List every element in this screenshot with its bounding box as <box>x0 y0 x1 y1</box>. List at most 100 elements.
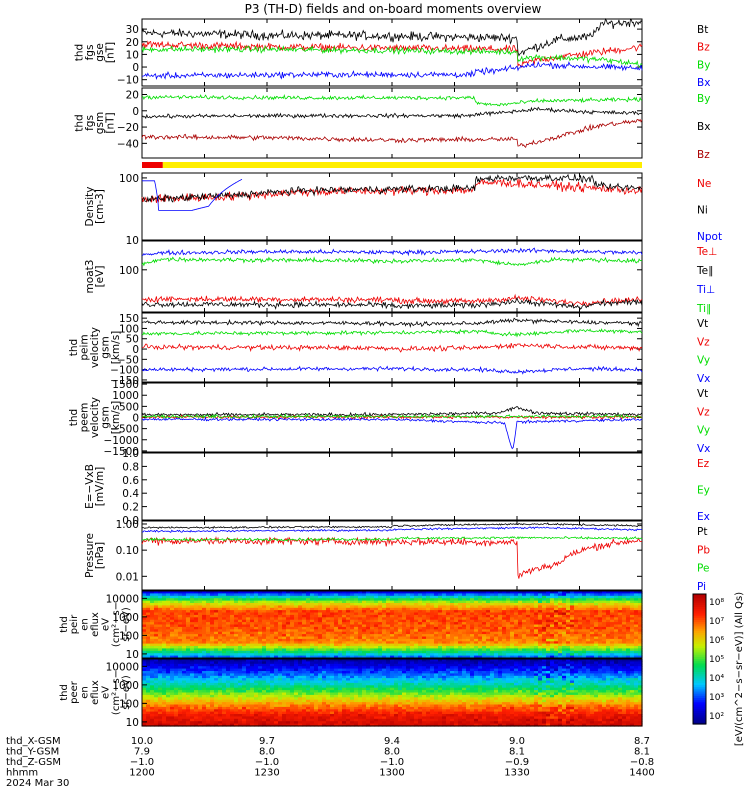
spectrogram-cell <box>354 614 359 618</box>
spectrogram-cell <box>534 603 539 606</box>
spectrogram-cell <box>386 591 391 594</box>
spectrogram-cell <box>542 638 547 642</box>
spectrogram-cell <box>226 607 231 611</box>
spectrogram-cell <box>262 650 267 654</box>
spectrogram-cell <box>174 648 179 652</box>
spectrogram-cell <box>426 603 431 606</box>
spectrogram-cell <box>530 655 535 659</box>
spectrogram-cell <box>382 636 387 640</box>
spectrogram-cell <box>250 607 255 611</box>
spectrogram-cell <box>598 614 603 618</box>
spectrogram-cell <box>318 612 323 616</box>
spectrogram-cell <box>258 643 263 647</box>
spectrogram-cell <box>214 617 219 621</box>
spectrogram-cell <box>414 619 419 623</box>
spectrogram-cell <box>142 643 147 647</box>
spectrogram-cell <box>238 612 243 616</box>
spectrogram-cell <box>402 593 407 597</box>
spectrogram-cell <box>590 614 595 618</box>
spectrogram-cell <box>186 595 191 599</box>
spectrogram-cell <box>362 612 367 616</box>
spectrogram-cell <box>414 612 419 616</box>
spectrogram-cell <box>394 638 399 642</box>
spectrogram-cell <box>294 680 299 684</box>
spectrogram-cell <box>170 636 175 640</box>
spectrogram-cell <box>238 646 243 649</box>
spectrogram-cell <box>470 600 475 604</box>
spectrogram-cell <box>326 610 331 614</box>
spectrogram-cell <box>466 646 471 649</box>
spectrogram-cell <box>354 591 359 594</box>
spectrogram-cell <box>586 593 591 597</box>
spectrogram-cell <box>194 714 199 717</box>
spectrogram-cell <box>158 678 163 682</box>
spectrogram-cell <box>562 643 567 647</box>
spectrogram-cell <box>406 638 411 642</box>
spectrogram-cell <box>294 631 299 635</box>
spectrogram-cell <box>218 692 223 696</box>
spectrogram-cell <box>286 692 291 696</box>
spectrogram-cell <box>234 629 239 633</box>
spectrogram-cell <box>610 634 615 638</box>
spectrogram-cell <box>350 591 355 594</box>
spectrogram-cell <box>410 612 415 616</box>
spectrogram-cell <box>142 692 147 696</box>
spectrogram-cell <box>166 655 171 659</box>
spectrogram-cell <box>622 626 627 630</box>
spectrogram-cell <box>206 610 211 614</box>
spectrogram-cell <box>198 706 203 710</box>
spectrogram-cell <box>154 668 159 672</box>
spectrogram-cell <box>234 646 239 649</box>
spectrogram-cell <box>202 612 207 616</box>
spectrogram-cell <box>218 685 223 689</box>
spectrogram-cell <box>478 605 483 609</box>
spectrogram-cell <box>314 648 319 652</box>
spectrogram-cell <box>214 591 219 594</box>
spectrogram-cell <box>354 650 359 654</box>
spectrogram-cell <box>162 643 167 647</box>
spectrogram-cell <box>158 666 163 670</box>
spectrogram-cell <box>526 624 531 628</box>
spectrogram-cell <box>178 668 183 672</box>
spectrogram-cell <box>162 714 167 717</box>
spectrogram-cell <box>226 610 231 614</box>
spectrogram-cell <box>390 641 395 645</box>
spectrogram-cell <box>418 641 423 645</box>
spectrogram-cell <box>174 678 179 682</box>
spectrogram-cell <box>266 626 271 630</box>
spectrogram-cell <box>294 718 299 722</box>
y-tick-label: 1.00 <box>116 519 139 531</box>
spectrogram-cell <box>186 704 191 708</box>
spectrogram-cell <box>338 617 343 621</box>
spectrogram-cell <box>146 641 151 645</box>
spectrogram-cell <box>150 668 155 672</box>
spectrogram-cell <box>546 641 551 645</box>
spectrogram-cell <box>494 607 499 611</box>
spectrogram-cell <box>142 593 147 597</box>
spectrogram-cell <box>602 603 607 606</box>
spectrogram-cell <box>526 629 531 633</box>
spectrogram-cell <box>166 694 171 698</box>
spectrogram-cell <box>214 694 219 698</box>
spectrogram-cell <box>594 629 599 633</box>
spectrogram-cell <box>226 709 231 713</box>
spectrogram-cell <box>298 610 303 614</box>
spectrogram-cell <box>326 612 331 616</box>
spectrogram-cell <box>202 663 207 667</box>
spectrogram-cell <box>162 600 167 604</box>
spectrogram-cell <box>546 603 551 606</box>
spectrogram-cell <box>246 646 251 649</box>
spectrogram-cell <box>282 624 287 628</box>
spectrogram-cell <box>206 716 211 720</box>
spectrogram-cell <box>534 643 539 647</box>
spectrogram-cell <box>346 643 351 647</box>
spectrogram-cell <box>178 709 183 713</box>
spectrogram-cell <box>618 605 623 609</box>
spectrogram-cell <box>450 631 455 635</box>
spectrogram-cell <box>494 605 499 609</box>
spectrogram-cell <box>214 605 219 609</box>
spectrogram-cell <box>510 619 515 623</box>
spectrogram-cell <box>186 668 191 672</box>
spectrogram-cell <box>510 600 515 604</box>
spectrogram-cell <box>442 629 447 633</box>
